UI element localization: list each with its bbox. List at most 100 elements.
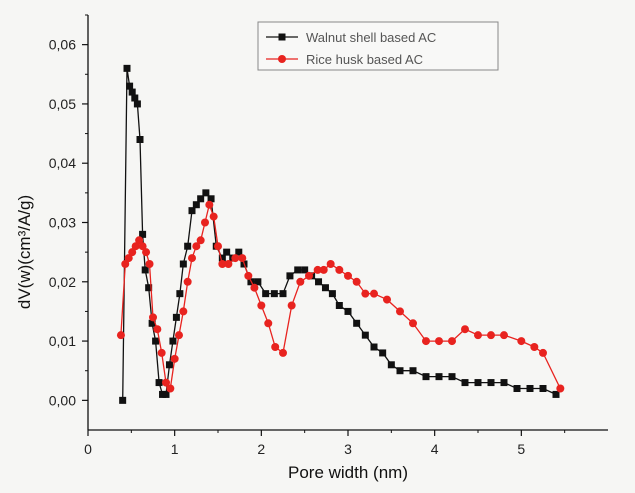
- data-point: [370, 343, 378, 351]
- data-point: [461, 379, 469, 387]
- data-point: [192, 242, 201, 251]
- data-point: [254, 278, 262, 286]
- data-point: [409, 319, 417, 328]
- data-point: [172, 313, 180, 321]
- data-point: [133, 100, 141, 108]
- data-point: [435, 373, 443, 381]
- data-point: [131, 242, 140, 251]
- data-point: [321, 284, 329, 292]
- data-point: [165, 361, 173, 369]
- y-tick-label: 0,04: [49, 155, 76, 171]
- data-point: [135, 236, 144, 245]
- data-point: [305, 271, 313, 280]
- series-1: [119, 64, 560, 404]
- data-point: [179, 260, 187, 268]
- data-point: [188, 254, 196, 263]
- data-point: [142, 248, 151, 257]
- legend-marker: [278, 33, 286, 41]
- series-line: [120, 202, 561, 391]
- data-point: [487, 379, 495, 387]
- data-point: [513, 385, 521, 392]
- data-point: [169, 337, 177, 345]
- data-point: [313, 265, 322, 274]
- data-point: [301, 266, 309, 274]
- data-point: [319, 265, 328, 274]
- data-point: [123, 64, 131, 72]
- data-point: [435, 337, 443, 346]
- data-point: [326, 260, 335, 268]
- data-point: [224, 260, 233, 268]
- data-point: [286, 272, 294, 280]
- data-point: [218, 254, 226, 262]
- data-point: [294, 266, 302, 274]
- data-point: [383, 295, 391, 304]
- data-point: [183, 277, 192, 286]
- data-point: [500, 379, 508, 387]
- data-point: [279, 290, 287, 298]
- x-tick-label: 0: [84, 441, 92, 457]
- data-point: [166, 384, 175, 393]
- data-point: [238, 254, 247, 263]
- data-point: [192, 201, 200, 209]
- data-point: [223, 248, 231, 256]
- data-point: [526, 385, 534, 392]
- data-point: [141, 266, 149, 274]
- data-point: [262, 290, 270, 298]
- data-point: [218, 260, 227, 268]
- y-tick-label: 0,02: [49, 274, 76, 290]
- data-point: [396, 367, 404, 375]
- data-point: [162, 378, 170, 387]
- data-point: [175, 331, 183, 340]
- y-tick-label: 0,03: [49, 215, 76, 231]
- y-tick-label: 0,05: [49, 96, 76, 112]
- data-point: [517, 337, 526, 346]
- data-point: [361, 331, 369, 339]
- data-point: [179, 307, 188, 316]
- y-tick-label: 0,00: [49, 392, 76, 408]
- data-point: [448, 373, 456, 381]
- data-point: [119, 396, 127, 404]
- data-point: [474, 379, 482, 387]
- data-point: [184, 242, 192, 250]
- data-point: [264, 319, 273, 328]
- data-point: [152, 337, 160, 345]
- data-point: [205, 200, 214, 209]
- data-point: [148, 319, 156, 327]
- axes: 0,00 0,01 0,02 0,03 0,04 0,05 0,06 0 1 2 3 4 5: [49, 14, 608, 457]
- series-layer: [116, 64, 565, 404]
- data-point: [235, 248, 243, 256]
- data-point: [124, 254, 133, 263]
- data-point: [202, 189, 210, 197]
- data-point: [257, 301, 266, 310]
- data-point: [196, 236, 205, 245]
- data-point: [136, 136, 144, 143]
- data-point: [139, 230, 147, 238]
- data-point: [162, 390, 170, 398]
- data-point: [244, 271, 253, 280]
- data-point: [353, 319, 361, 327]
- legend-box: [257, 21, 499, 71]
- data-point: [370, 289, 378, 298]
- data-point: [231, 254, 240, 263]
- data-point: [145, 284, 153, 292]
- data-point: [157, 348, 166, 357]
- data-point: [422, 337, 430, 346]
- data-point: [296, 277, 305, 286]
- legend-marker: [278, 55, 286, 63]
- data-point: [396, 307, 404, 316]
- data-point: [126, 82, 134, 90]
- data-point: [287, 301, 296, 310]
- data-point: [201, 218, 209, 227]
- data-point: [387, 361, 395, 369]
- data-point: [207, 195, 215, 203]
- y-tick-label: 0,06: [49, 37, 76, 53]
- data-point: [197, 195, 205, 203]
- data-point: [335, 265, 344, 274]
- legend-label: Walnut shell based AC: [306, 30, 436, 45]
- data-point: [270, 290, 278, 298]
- data-point: [422, 373, 430, 381]
- data-point: [271, 343, 280, 351]
- series-line: [122, 68, 557, 401]
- data-point: [361, 289, 370, 298]
- data-point: [344, 307, 352, 315]
